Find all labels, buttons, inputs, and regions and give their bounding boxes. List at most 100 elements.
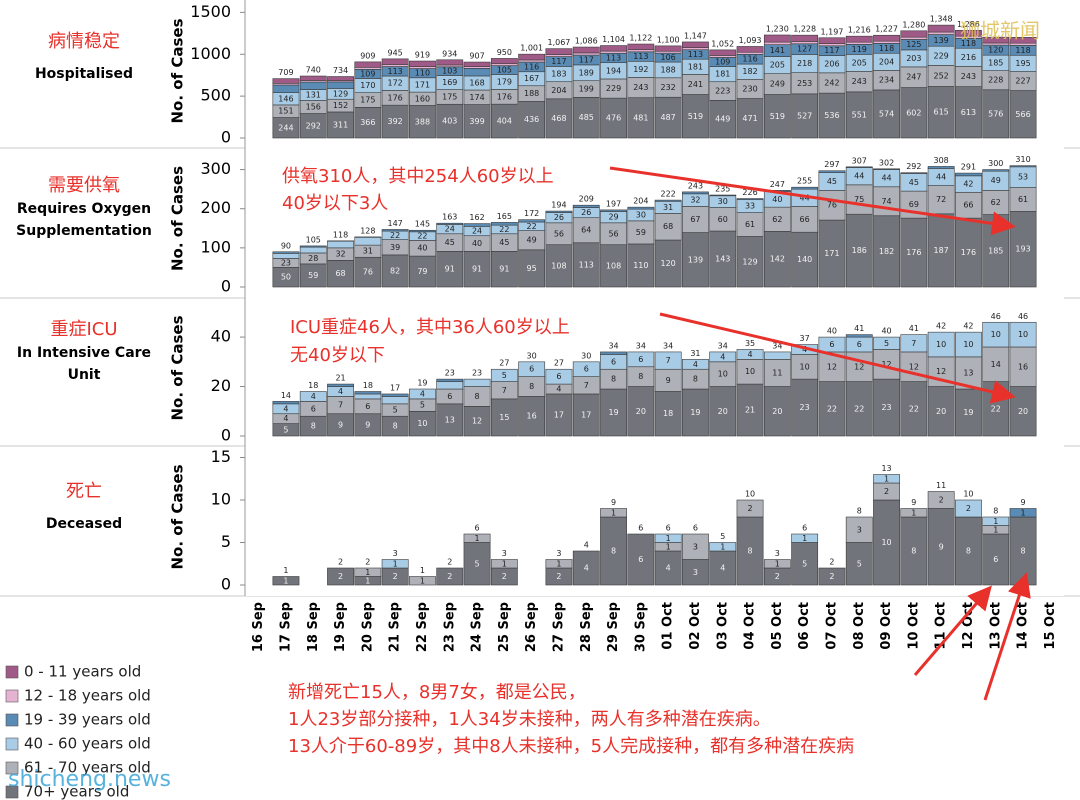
segment-label: 19 — [963, 408, 973, 417]
bar-segment — [572, 217, 600, 244]
total-label: 8 — [857, 507, 862, 516]
total-label: 163 — [442, 213, 457, 222]
segment-label: 119 — [852, 45, 867, 54]
segment-label: 292 — [306, 121, 321, 130]
bar-segment — [572, 97, 600, 139]
total-label: 162 — [469, 213, 484, 222]
segment-label: 181 — [688, 62, 703, 71]
segment-label: 8 — [966, 547, 971, 556]
segment-label: 4 — [283, 414, 288, 423]
bar-segment — [600, 508, 627, 518]
total-label: 37 — [800, 334, 810, 343]
total-label: 1,100 — [657, 35, 680, 44]
bar-segment — [927, 166, 955, 169]
bar-segment — [845, 516, 873, 543]
total-label: 34 — [772, 341, 782, 350]
total-label: 6 — [475, 524, 480, 533]
segment-label: 22 — [909, 404, 919, 413]
bar-segment — [272, 401, 300, 405]
segment-label: 176 — [497, 92, 512, 101]
segment-label: 8 — [393, 422, 398, 431]
segment-label: 403 — [442, 117, 457, 126]
total-label: 145 — [415, 220, 430, 229]
segment-label: 566 — [1015, 110, 1030, 119]
segment-label: 3 — [857, 525, 862, 534]
bar-segment — [982, 321, 1010, 348]
total-label: 919 — [415, 51, 430, 60]
annotation: 无40岁以下 — [290, 345, 385, 366]
segment-label: 39 — [390, 243, 400, 252]
annotation: 13人介于60-89岁，其中8人未接种，5人完成接种，都有多种潜在疾病 — [288, 736, 854, 757]
segment-label: 45 — [827, 177, 837, 186]
bar-segment — [627, 206, 655, 210]
bar-segment — [791, 231, 819, 288]
segment-label: 40 — [417, 244, 427, 253]
segment-label: 113 — [579, 260, 594, 269]
segment-label: 49 — [527, 236, 537, 245]
total-label: 46 — [991, 312, 1001, 321]
bar-segment — [654, 533, 682, 543]
segment-label: 4 — [802, 345, 807, 354]
total-label: 222 — [661, 190, 676, 199]
segment-label: 228 — [988, 76, 1003, 85]
segment-label: 142 — [770, 255, 785, 264]
bar-segment — [955, 217, 982, 288]
segment-label: 1 — [911, 508, 916, 517]
segment-label: 30 — [636, 210, 646, 219]
segment-label: 5 — [283, 425, 288, 434]
segment-label: 76 — [827, 201, 837, 210]
bar-segment — [736, 499, 764, 518]
bar-segment — [545, 559, 573, 569]
legend-swatch — [5, 761, 19, 775]
bar-segment — [272, 253, 300, 259]
segment-label: 4 — [283, 404, 288, 413]
segment-label: 8 — [611, 375, 616, 384]
watermark: 狮城新闻 — [960, 19, 1040, 43]
segment-label: 195 — [1015, 59, 1030, 68]
segment-label: 12 — [936, 367, 946, 376]
segment-label: 117 — [579, 55, 594, 64]
segment-label: 109 — [715, 57, 730, 66]
panel-subtitle: In Intensive Care Unit — [17, 345, 151, 383]
bar-segment — [436, 381, 464, 390]
segment-label: 108 — [606, 261, 621, 270]
panel-title: 病情稳定 — [48, 31, 120, 52]
segment-label: 6 — [857, 340, 862, 349]
bar-segment — [927, 213, 955, 288]
total-label: 1,122 — [629, 34, 652, 43]
total-label: 945 — [388, 48, 403, 57]
total-label: 42 — [936, 322, 946, 331]
segment-label: 2 — [884, 487, 889, 496]
x-tick-label: 23 Sep — [442, 602, 457, 652]
y-tick-label: 15 — [211, 447, 231, 466]
segment-label: 56 — [608, 229, 618, 238]
total-label: 6 — [802, 524, 807, 533]
plot-background — [245, 146, 1064, 298]
bar-segment — [518, 361, 546, 377]
bar-segment — [600, 97, 627, 139]
segment-label: 216 — [961, 53, 976, 62]
bar-segment — [518, 53, 546, 61]
segment-label: 61 — [1018, 195, 1028, 204]
segment-label: 167 — [524, 74, 539, 83]
total-label: 310 — [1015, 155, 1030, 164]
bar-segment — [627, 43, 655, 51]
segment-label: 49 — [991, 176, 1001, 185]
segment-label: 45 — [445, 238, 455, 247]
segment-label: 108 — [551, 261, 566, 270]
total-label: 14 — [281, 391, 291, 400]
bar-segment — [272, 78, 300, 84]
segment-label: 487 — [661, 113, 676, 122]
bar-segment — [327, 240, 354, 249]
x-tick-label: 26 Sep — [524, 602, 539, 652]
total-label: 172 — [524, 209, 539, 218]
segment-label: 4 — [556, 385, 561, 394]
bar-segment — [709, 386, 737, 437]
segment-label: 244 — [278, 123, 293, 132]
bar-segment — [927, 386, 955, 437]
total-label: 46 — [1018, 312, 1028, 321]
segment-label: 1 — [666, 534, 671, 543]
bar-segment — [436, 378, 464, 382]
segment-label: 64 — [581, 226, 591, 235]
bar-segment — [381, 396, 409, 405]
